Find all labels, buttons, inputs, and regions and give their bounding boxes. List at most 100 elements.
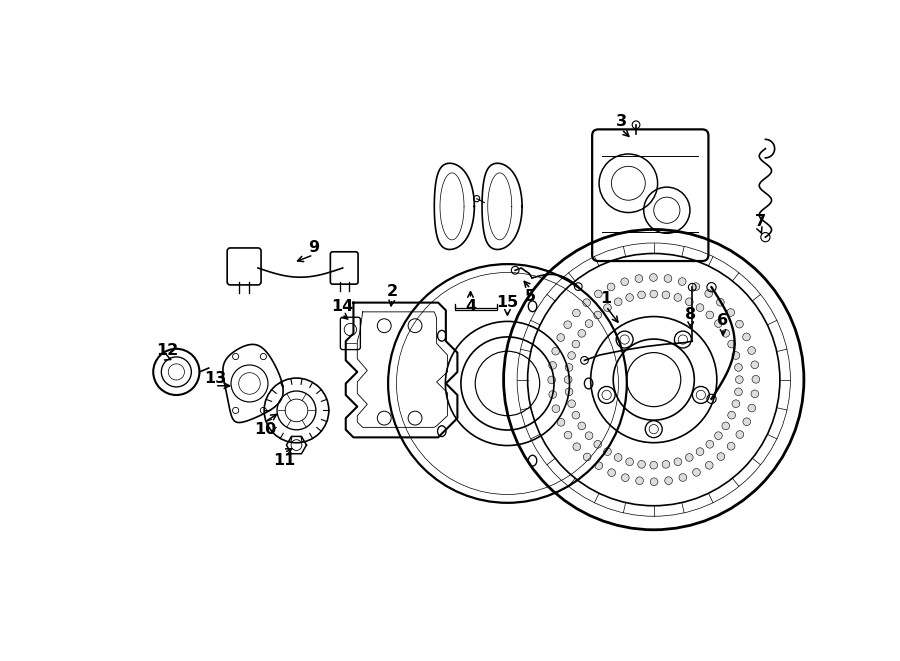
Text: 3: 3	[616, 114, 627, 129]
Circle shape	[583, 453, 591, 461]
Circle shape	[626, 293, 634, 301]
Text: 7: 7	[754, 214, 766, 229]
Circle shape	[595, 462, 603, 469]
Circle shape	[679, 278, 686, 286]
Circle shape	[565, 388, 573, 396]
Circle shape	[608, 469, 616, 477]
Circle shape	[568, 400, 575, 408]
Circle shape	[604, 304, 611, 311]
Circle shape	[693, 469, 700, 476]
Circle shape	[732, 352, 740, 360]
Circle shape	[594, 440, 601, 448]
Circle shape	[621, 278, 628, 286]
Circle shape	[674, 293, 681, 301]
Circle shape	[578, 422, 586, 430]
Circle shape	[715, 320, 723, 327]
Circle shape	[594, 311, 601, 319]
Circle shape	[615, 453, 622, 461]
Circle shape	[594, 290, 602, 297]
Text: 8: 8	[685, 307, 697, 322]
Circle shape	[573, 443, 580, 451]
Circle shape	[638, 291, 645, 299]
Circle shape	[548, 376, 555, 384]
Text: 11: 11	[273, 453, 295, 468]
Circle shape	[557, 334, 564, 341]
Circle shape	[751, 390, 759, 398]
Text: 10: 10	[254, 422, 276, 437]
Circle shape	[734, 388, 742, 396]
Circle shape	[638, 461, 645, 468]
Circle shape	[706, 461, 713, 469]
Circle shape	[686, 298, 693, 305]
Circle shape	[722, 329, 730, 337]
Circle shape	[715, 432, 723, 440]
Circle shape	[736, 431, 743, 438]
Circle shape	[742, 333, 751, 341]
Circle shape	[706, 311, 714, 319]
Circle shape	[674, 458, 681, 465]
Text: 12: 12	[156, 343, 178, 358]
Circle shape	[692, 283, 699, 290]
Text: 2: 2	[386, 284, 398, 299]
Text: 5: 5	[525, 289, 536, 304]
Circle shape	[732, 400, 740, 408]
Circle shape	[572, 309, 580, 317]
Circle shape	[751, 361, 759, 369]
Circle shape	[679, 474, 687, 481]
Circle shape	[665, 477, 672, 485]
Circle shape	[705, 290, 713, 297]
Circle shape	[735, 375, 743, 383]
Circle shape	[635, 275, 643, 282]
Circle shape	[662, 461, 670, 468]
Circle shape	[635, 477, 644, 485]
Circle shape	[585, 320, 593, 327]
Circle shape	[717, 453, 725, 461]
Text: 1: 1	[600, 292, 612, 306]
Circle shape	[734, 364, 742, 371]
Circle shape	[686, 453, 693, 461]
Circle shape	[604, 447, 611, 455]
Circle shape	[564, 375, 572, 383]
Circle shape	[742, 418, 751, 426]
Circle shape	[608, 283, 615, 291]
Circle shape	[650, 461, 658, 469]
Circle shape	[583, 299, 590, 307]
Circle shape	[728, 340, 735, 348]
Text: 14: 14	[331, 299, 353, 314]
Text: 6: 6	[717, 313, 729, 328]
Circle shape	[752, 375, 760, 383]
Text: 9: 9	[308, 240, 319, 254]
Text: 4: 4	[465, 299, 476, 314]
Circle shape	[572, 340, 580, 348]
Circle shape	[615, 298, 622, 305]
Circle shape	[662, 291, 670, 299]
Circle shape	[728, 411, 735, 419]
Circle shape	[748, 405, 756, 412]
Circle shape	[727, 309, 734, 317]
Circle shape	[565, 364, 573, 371]
Circle shape	[557, 418, 565, 426]
Circle shape	[706, 440, 714, 448]
Circle shape	[748, 346, 755, 354]
Circle shape	[650, 290, 658, 298]
Circle shape	[552, 347, 560, 355]
Circle shape	[549, 362, 556, 369]
Circle shape	[568, 352, 575, 360]
Circle shape	[621, 474, 629, 481]
Circle shape	[549, 391, 556, 399]
Text: 13: 13	[203, 371, 226, 385]
Circle shape	[572, 411, 580, 419]
Text: 15: 15	[496, 295, 518, 310]
Circle shape	[735, 321, 743, 328]
Circle shape	[564, 431, 572, 439]
Circle shape	[716, 298, 725, 306]
Circle shape	[552, 405, 560, 412]
Circle shape	[650, 478, 658, 486]
Circle shape	[727, 442, 735, 450]
Circle shape	[664, 275, 671, 282]
Circle shape	[626, 458, 634, 465]
Circle shape	[650, 274, 657, 282]
Circle shape	[697, 447, 704, 455]
Circle shape	[585, 432, 593, 440]
Circle shape	[722, 422, 730, 430]
